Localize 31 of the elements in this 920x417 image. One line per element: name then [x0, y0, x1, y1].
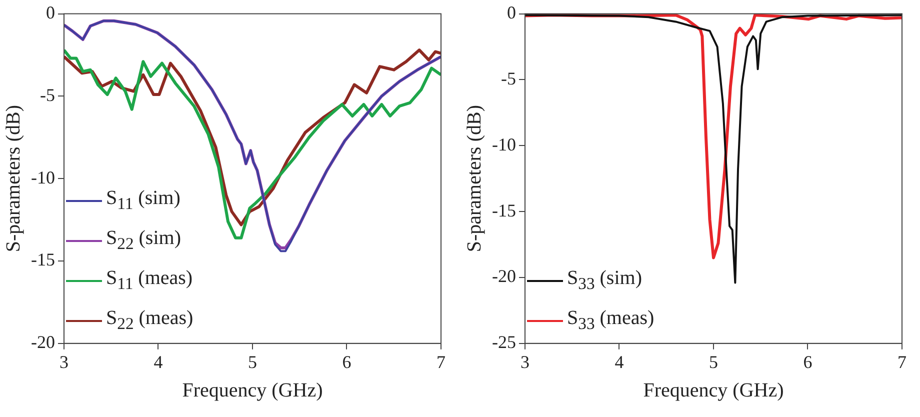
y-tick-label: -5 — [500, 68, 516, 88]
y-tick-label: -5 — [40, 84, 55, 105]
legend-label: S$_{22}$ (meas) — [106, 306, 194, 336]
y-tick-label: 0 — [46, 2, 55, 23]
x-tick-label: 4 — [154, 352, 163, 372]
legend-label: S$_{33}$ (meas) — [566, 306, 654, 336]
legend-label: S$_{11}$ (sim) — [106, 186, 180, 216]
x-tick-label: 5 — [248, 352, 257, 372]
y-tick-label: -20 — [30, 332, 55, 352]
y-tick-label: 0 — [506, 2, 516, 23]
y-tick-label: -15 — [492, 200, 516, 220]
y-axis-title: S-parameters (dB) — [463, 105, 486, 252]
y-axis-title: S-parameters (dB) — [2, 105, 24, 252]
x-tick-label: 7 — [898, 352, 906, 372]
x-tick-label: 7 — [436, 352, 446, 372]
x-tick-label: 5 — [708, 352, 718, 372]
x-tick-label: 4 — [614, 352, 624, 372]
x-tick-label: 6 — [803, 352, 812, 372]
y-tick-label: -10 — [30, 167, 55, 188]
legend-label: S$_{22}$ (sim) — [106, 226, 181, 256]
legend-label: S$_{33}$ (sim) — [566, 266, 642, 296]
legend-label: S$_{11}$ (meas) — [106, 266, 193, 296]
x-axis-title: Frequency (GHz) — [643, 379, 784, 402]
x-tick-label: 6 — [342, 352, 352, 372]
y-tick-label: -25 — [492, 332, 516, 352]
x-axis-title: Frequency (GHz) — [182, 379, 323, 402]
y-tick-label: -20 — [492, 266, 516, 286]
y-tick-label: -15 — [30, 250, 55, 270]
x-tick-label: 3 — [59, 352, 68, 372]
x-tick-label: 3 — [520, 352, 530, 372]
y-tick-label: -10 — [492, 134, 516, 154]
